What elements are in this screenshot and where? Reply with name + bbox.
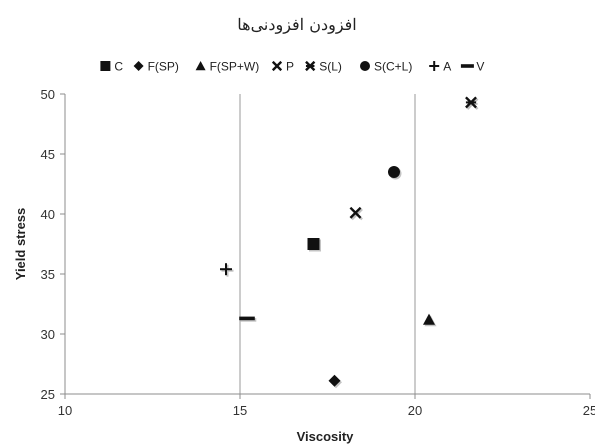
y-tick-label: 35 <box>41 267 55 282</box>
x-tick-label: 15 <box>233 403 247 418</box>
data-point-s-c-l <box>388 166 402 180</box>
data-point-p <box>349 206 363 221</box>
legend-label: S(C+L) <box>374 60 412 74</box>
legend-marker <box>271 60 283 72</box>
legend-label: A <box>443 60 451 74</box>
legend-item-s-l: S(L) <box>305 60 342 74</box>
grid-lines <box>239 94 416 394</box>
data-point-a <box>220 263 234 277</box>
x-axis-label: Viscosity <box>297 429 355 444</box>
legend-marker <box>360 61 370 71</box>
y-tick-label: 50 <box>41 87 55 102</box>
legend-marker <box>133 61 144 71</box>
chart-axes <box>60 93 591 399</box>
data-point-f-sp <box>328 374 342 389</box>
y-tick-label: 25 <box>41 387 55 402</box>
legend-item-f-sp: F(SP) <box>133 60 179 74</box>
y-axis-label: Yield stress <box>13 208 28 281</box>
legend-label: V <box>476 60 484 74</box>
y-tick-label: 45 <box>41 147 55 162</box>
x-tick-label: 25 <box>583 403 595 418</box>
x-tick-label: 20 <box>408 403 422 418</box>
data-point-c <box>307 238 321 252</box>
legend-item-f-sp-w: F(SP+W) <box>195 60 260 74</box>
legend-marker <box>305 60 316 72</box>
data-point-s-l <box>465 96 479 110</box>
legend-label: C <box>114 60 123 74</box>
y-tick-label: 30 <box>41 327 55 342</box>
legend-item-p: P <box>271 60 294 74</box>
legend-label: F(SP+W) <box>210 60 260 74</box>
legend-marker <box>429 61 440 71</box>
legend-marker <box>460 64 474 68</box>
chart-legend: C F(SP) F(SP+W) P S(L) S(C+L) A V <box>100 60 484 74</box>
y-tick-label: 40 <box>41 207 55 222</box>
data-points <box>220 96 479 389</box>
legend-marker <box>100 61 111 71</box>
legend-label: P <box>286 60 294 74</box>
chart-title: افزودن افزودنی‌ها <box>237 15 356 34</box>
x-tick-label: 10 <box>58 403 72 418</box>
legend-item-s-c-l: S(C+L) <box>360 60 412 74</box>
data-point-f-sp-w <box>423 313 437 327</box>
tick-labels: 25 30 35 40 45 50 10 15 20 25 <box>41 87 595 418</box>
legend-marker <box>195 61 206 71</box>
legend-label: S(L) <box>319 60 342 74</box>
data-point-v <box>239 316 257 322</box>
legend-item-v: V <box>460 60 484 74</box>
legend-item-a: A <box>429 60 451 74</box>
legend-label: F(SP) <box>148 60 179 74</box>
legend-item-c: C <box>100 60 123 74</box>
